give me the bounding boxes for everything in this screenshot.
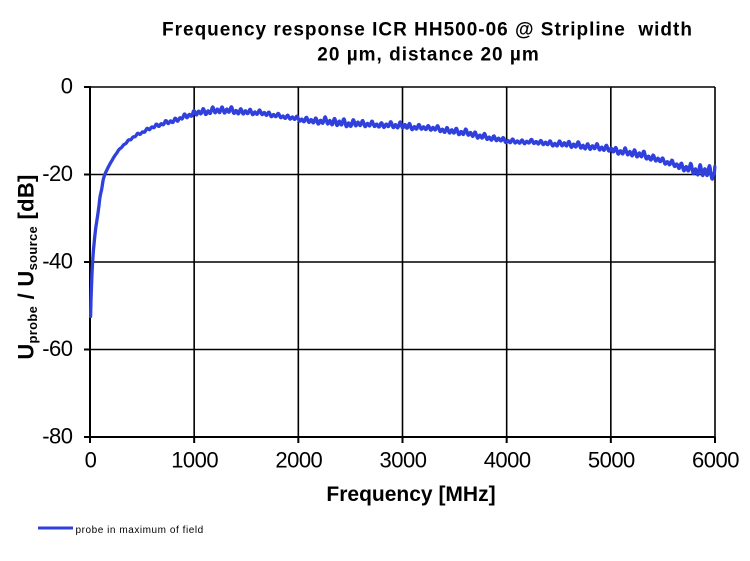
svg-text:6000: 6000 bbox=[692, 448, 739, 473]
svg-text:0: 0 bbox=[61, 73, 73, 98]
svg-text:-60: -60 bbox=[42, 336, 73, 361]
svg-text:-80: -80 bbox=[42, 423, 73, 448]
svg-text:5000: 5000 bbox=[588, 448, 635, 473]
svg-text:Frequency [MHz]: Frequency [MHz] bbox=[326, 483, 495, 506]
svg-text:2000: 2000 bbox=[275, 448, 322, 473]
svg-text:20 µm, distance 20 µm: 20 µm, distance 20 µm bbox=[317, 45, 539, 66]
svg-text:1000: 1000 bbox=[171, 448, 218, 473]
svg-text:-40: -40 bbox=[42, 248, 73, 273]
svg-text:probe in maximum of field: probe in maximum of field bbox=[76, 525, 204, 536]
svg-text:3000: 3000 bbox=[380, 448, 427, 473]
svg-text:4000: 4000 bbox=[484, 448, 531, 473]
svg-text:Frequency response ICR HH500-0: Frequency response ICR HH500-06 @ Stripl… bbox=[162, 20, 693, 41]
svg-text:0: 0 bbox=[85, 448, 97, 473]
svg-text:-20: -20 bbox=[42, 161, 73, 186]
